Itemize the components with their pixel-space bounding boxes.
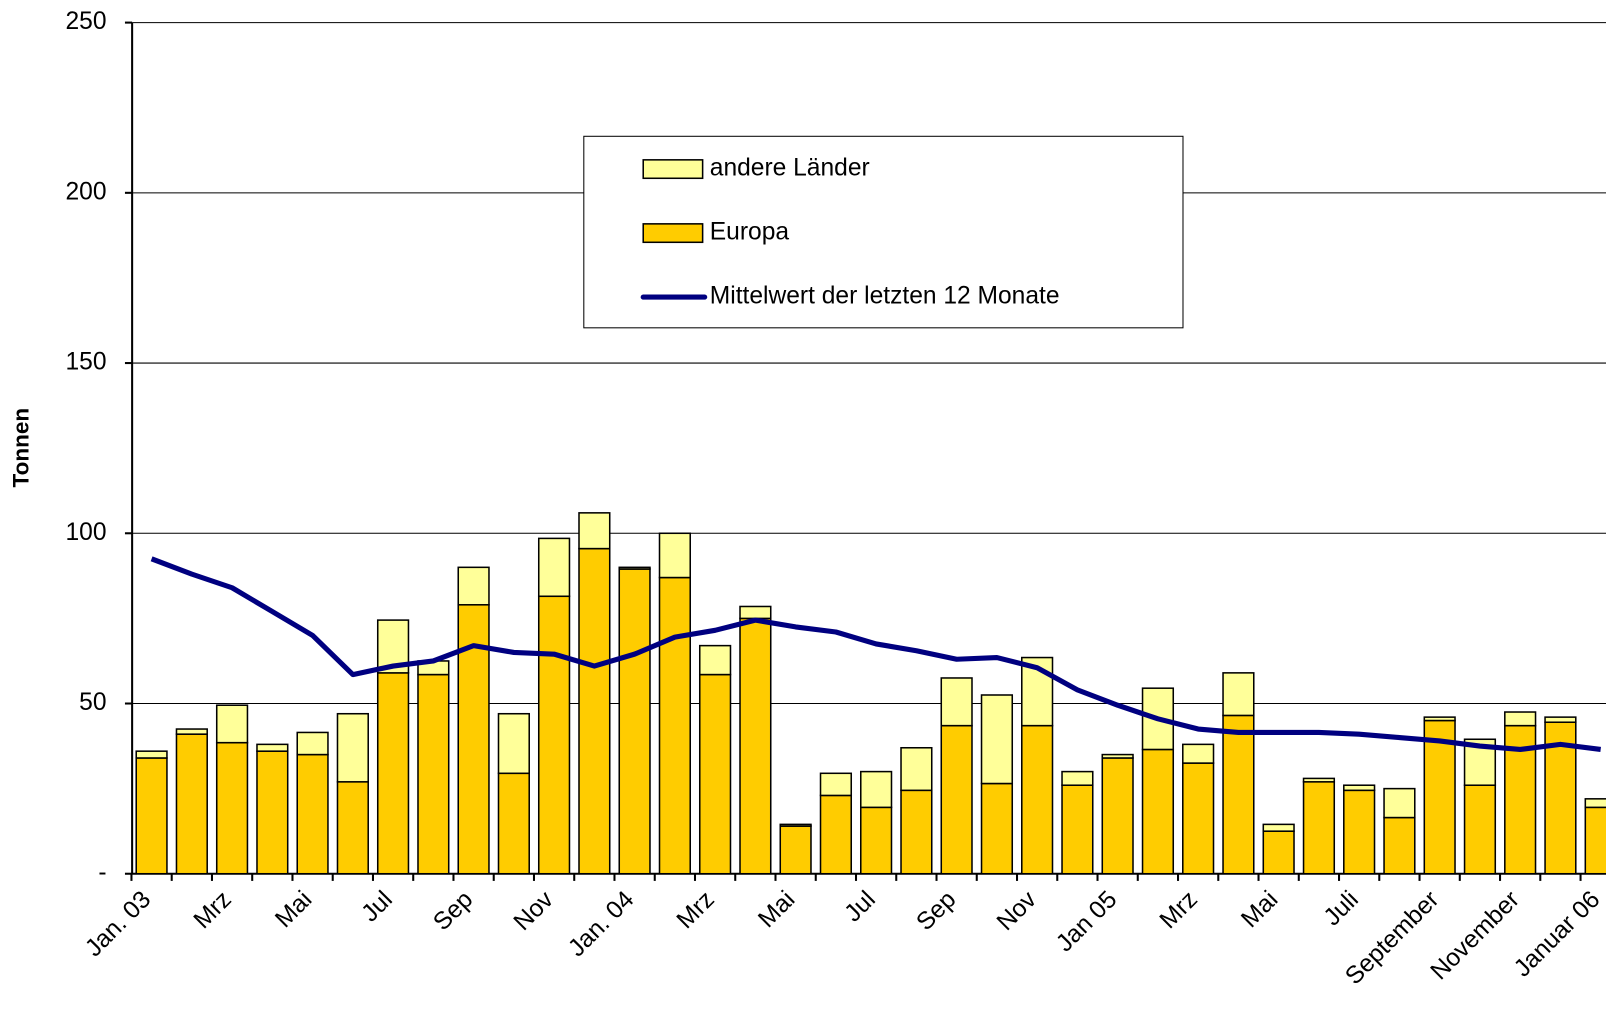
bar-segment xyxy=(175,733,208,875)
bar-segment xyxy=(1302,777,1336,783)
bar-segment xyxy=(1021,724,1054,875)
bar-segment xyxy=(1584,806,1606,875)
bar-segment xyxy=(1302,781,1336,875)
bar-segment xyxy=(497,772,530,875)
bar-segment xyxy=(980,694,1014,785)
bar-segment xyxy=(1262,830,1295,875)
bar-segment xyxy=(135,750,168,759)
bar-segment xyxy=(578,547,611,875)
bar-segment xyxy=(296,753,329,875)
y-tick-label: 50 xyxy=(79,689,106,716)
bar-segment xyxy=(497,712,530,775)
bar-segment xyxy=(739,605,772,620)
bar-segment xyxy=(779,825,812,875)
legend-swatch xyxy=(642,159,704,180)
bar-segment xyxy=(537,537,571,598)
bar-segment xyxy=(900,789,933,875)
bar-segment xyxy=(1343,784,1376,792)
bar-segment xyxy=(215,741,249,875)
bar-segment xyxy=(175,728,208,735)
bar-segment xyxy=(618,566,651,570)
x-tick-label: Nov xyxy=(992,886,1043,937)
bar-segment xyxy=(658,532,691,579)
bar-segment xyxy=(1463,784,1497,875)
x-tick-label: Mai xyxy=(1236,886,1283,933)
bar-segment xyxy=(256,750,289,875)
legend-label: andere Länder xyxy=(710,155,870,182)
x-tick-label: Juli xyxy=(1319,886,1364,931)
bar-segment xyxy=(1262,823,1295,832)
bar-segment xyxy=(1423,716,1456,722)
bar-segment xyxy=(1141,748,1175,875)
bar-segment xyxy=(336,781,369,875)
legend-label: Mittelwert der letzten 12 Monate xyxy=(710,283,1060,310)
bar-segment xyxy=(457,566,490,606)
bar-segment xyxy=(1061,770,1094,786)
y-tick-label: 200 xyxy=(66,178,107,205)
x-tick-label: Jan. 04 xyxy=(563,886,639,962)
bar-segment xyxy=(1101,753,1134,759)
bar-segment xyxy=(1584,798,1606,809)
bar-segment xyxy=(940,677,973,727)
x-tick-label: Mrz xyxy=(672,886,720,934)
x-tick-label: Jan. 03 xyxy=(80,886,156,962)
legend-label: Europa xyxy=(710,219,790,246)
y-tick-label: - xyxy=(98,859,106,886)
bar-segment xyxy=(859,770,893,809)
average-line xyxy=(150,556,1601,753)
bar-segment xyxy=(336,712,369,783)
bar-segment xyxy=(1182,762,1215,875)
x-tick-label: Mrz xyxy=(189,886,237,934)
bar-segment xyxy=(256,743,289,752)
bar-segment xyxy=(980,782,1014,875)
bar-segment xyxy=(537,595,571,875)
bar-segment xyxy=(578,512,611,550)
bar-segment xyxy=(658,576,691,875)
x-tick-label: Sep xyxy=(911,886,961,936)
x-tick-label: Jan 05 xyxy=(1051,886,1122,957)
bar-segment xyxy=(698,673,732,875)
y-tick-label: 250 xyxy=(66,8,107,35)
x-tick-label: Mai xyxy=(270,886,317,933)
bar-segment xyxy=(1504,711,1537,727)
bar-segment xyxy=(1383,816,1416,875)
bar-segment xyxy=(376,672,410,875)
bar-segment xyxy=(859,806,893,875)
bar-segment xyxy=(1061,784,1094,875)
x-tick-label: Sep xyxy=(428,886,478,936)
bar-segment xyxy=(819,794,853,875)
x-tick-label: Mrz xyxy=(1155,886,1203,934)
y-tick-label: 100 xyxy=(66,519,107,546)
x-tick-label: Nov xyxy=(509,886,560,937)
bar-segment xyxy=(135,757,168,875)
x-tick-label: Jul xyxy=(357,886,398,927)
bar-segment xyxy=(296,731,329,756)
bar-segment xyxy=(1544,716,1577,724)
y-axis-label: Tonnen xyxy=(8,408,33,488)
x-tick-label: Januar 06 xyxy=(1509,886,1605,982)
bar-segment xyxy=(819,772,853,797)
bar-segment xyxy=(698,644,732,676)
bar-segment xyxy=(1343,789,1376,875)
bar-segment xyxy=(1182,743,1215,764)
y-tick-label: 150 xyxy=(66,349,107,376)
bar-segment xyxy=(1222,672,1255,717)
bar-segment xyxy=(1423,719,1456,875)
x-tick-label: November xyxy=(1426,886,1525,985)
bar-segment xyxy=(940,724,973,875)
bar-segment xyxy=(779,823,812,827)
legend-swatch xyxy=(642,223,704,244)
bar-segment xyxy=(1101,757,1134,875)
bar-segment xyxy=(900,746,933,792)
bar-segment xyxy=(618,568,651,875)
bar-segment xyxy=(215,704,249,744)
bar-segment xyxy=(1383,787,1416,819)
bar-segment xyxy=(417,673,450,875)
bar-segment xyxy=(1222,714,1255,875)
x-tick-label: Jul xyxy=(840,886,881,927)
bar-segment xyxy=(739,617,772,875)
x-tick-label: Mai xyxy=(753,886,800,933)
